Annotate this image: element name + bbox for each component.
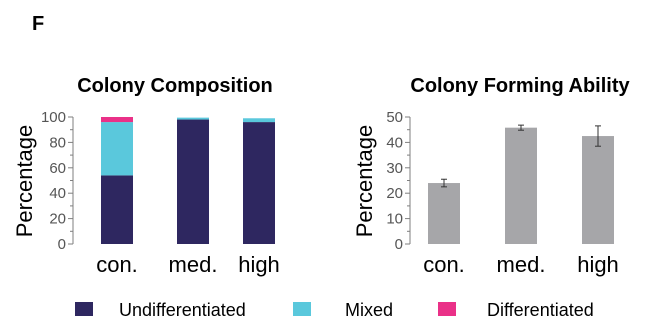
- bar-segment: [243, 122, 275, 244]
- x-tick-label: con.: [96, 252, 138, 277]
- y-tick-label: 10: [386, 211, 403, 228]
- colony-forming-ability-chart: Colony Forming Ability Percentage 0 10 20 3…: [352, 75, 631, 277]
- bar-segment: [177, 119, 209, 244]
- y-tick-label: 20: [386, 185, 403, 202]
- colony-composition-chart: Colony Composition Percentage 0 20 40 60 80 1…: [12, 75, 280, 277]
- y-tick-label: 80: [49, 134, 66, 151]
- legend-swatch: [438, 302, 456, 316]
- y-tick-label: 40: [49, 185, 66, 202]
- bar: [582, 136, 614, 244]
- chart-title: Colony Composition: [77, 75, 273, 97]
- x-tick-label: con.: [423, 252, 465, 277]
- legend-swatch: [75, 302, 93, 316]
- panel-letter: F: [32, 13, 44, 35]
- y-tick-label: 0: [58, 236, 66, 253]
- y-axis-label: Percentage: [12, 125, 37, 238]
- y-tick-label: 50: [386, 109, 403, 126]
- bar: [428, 183, 460, 244]
- x-tick-label: high: [577, 252, 619, 277]
- bar-segment: [177, 117, 209, 120]
- bar: [505, 127, 537, 244]
- legend-label: Mixed: [345, 300, 393, 320]
- bar-segment: [101, 122, 133, 176]
- y-axis-label: Percentage: [352, 125, 377, 238]
- x-tick-label: med.: [169, 252, 218, 277]
- legend-label: Differentiated: [487, 300, 594, 320]
- x-tick-label: med.: [497, 252, 546, 277]
- y-tick-label: 0: [395, 236, 403, 253]
- legend-swatch: [293, 302, 311, 316]
- legend-label: Undifferentiated: [119, 300, 246, 320]
- chart-title: Colony Forming Ability: [410, 75, 630, 97]
- legend: Undifferentiated Mixed Differentiated: [75, 300, 594, 320]
- y-tick-label: 40: [386, 134, 403, 151]
- y-tick-label: 20: [49, 211, 66, 228]
- y-tick-label: 30: [386, 160, 403, 177]
- bar-segment: [101, 117, 133, 123]
- bar-segment: [243, 118, 275, 123]
- y-tick-label: 60: [49, 160, 66, 177]
- y-tick-label: 100: [41, 109, 66, 126]
- x-tick-label: high: [238, 252, 280, 277]
- bar-segment: [101, 175, 133, 244]
